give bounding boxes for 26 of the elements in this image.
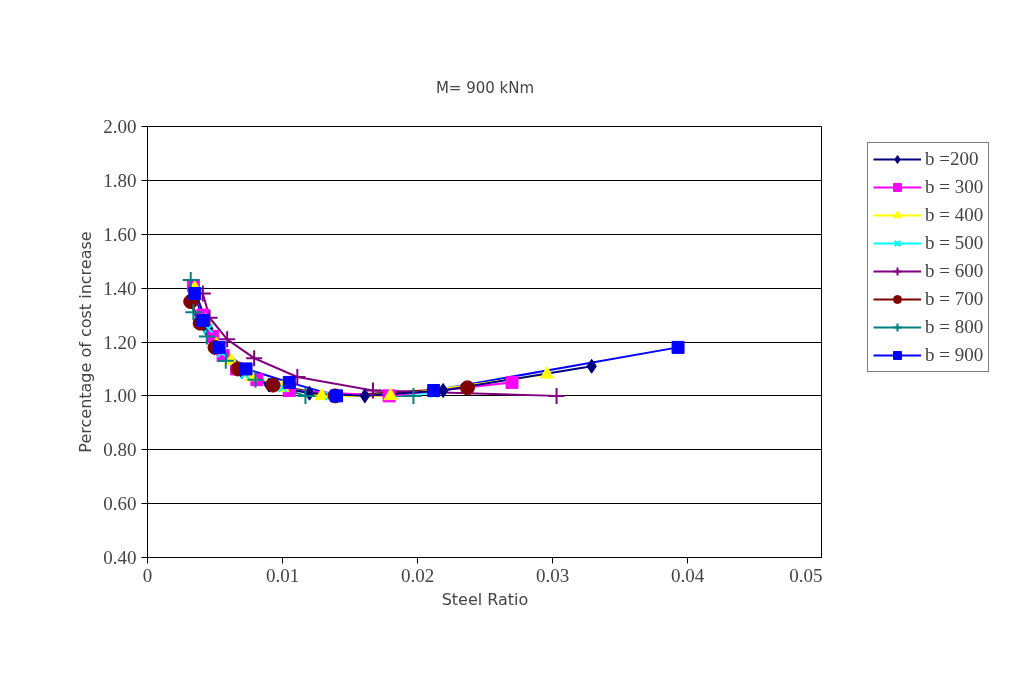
legend-label: b = 400 — [925, 204, 984, 226]
x-tick-label: 0.03 — [535, 564, 570, 586]
y-tick-label: 1.00 — [103, 385, 137, 407]
x-tick-label: 0 — [142, 564, 153, 586]
legend-label: b = 800 — [925, 316, 984, 338]
legend-label: b = 300 — [925, 176, 984, 198]
y-tick-label: 0.40 — [103, 547, 137, 568]
y-tick-label: 1.20 — [103, 331, 137, 353]
x-tick-label: 0.02 — [400, 564, 435, 586]
x-tick-label: 0.04 — [670, 564, 705, 586]
y-tick-label: 1.60 — [103, 223, 137, 245]
y-axis-title: Percentage of cost increase — [76, 231, 96, 453]
x-axis-title: Steel Ratio — [441, 589, 529, 609]
x-tick-label: 0.05 — [789, 564, 823, 586]
x-tick-label: 0.01 — [265, 564, 300, 586]
y-tick-label: 2.00 — [103, 116, 137, 137]
legend-label: b =200 — [925, 148, 979, 170]
legend-label: b = 700 — [925, 288, 984, 310]
legend-label: b = 600 — [925, 260, 984, 282]
chart-title: M= 900 kNm — [435, 78, 535, 97]
legend-label: b = 900 — [925, 344, 984, 366]
y-tick-label: 1.40 — [103, 277, 137, 299]
y-tick-label: 1.80 — [103, 169, 137, 191]
legend-label: b = 500 — [925, 232, 984, 254]
y-tick-label: 0.60 — [103, 493, 137, 515]
y-tick-label: 0.80 — [103, 439, 137, 461]
